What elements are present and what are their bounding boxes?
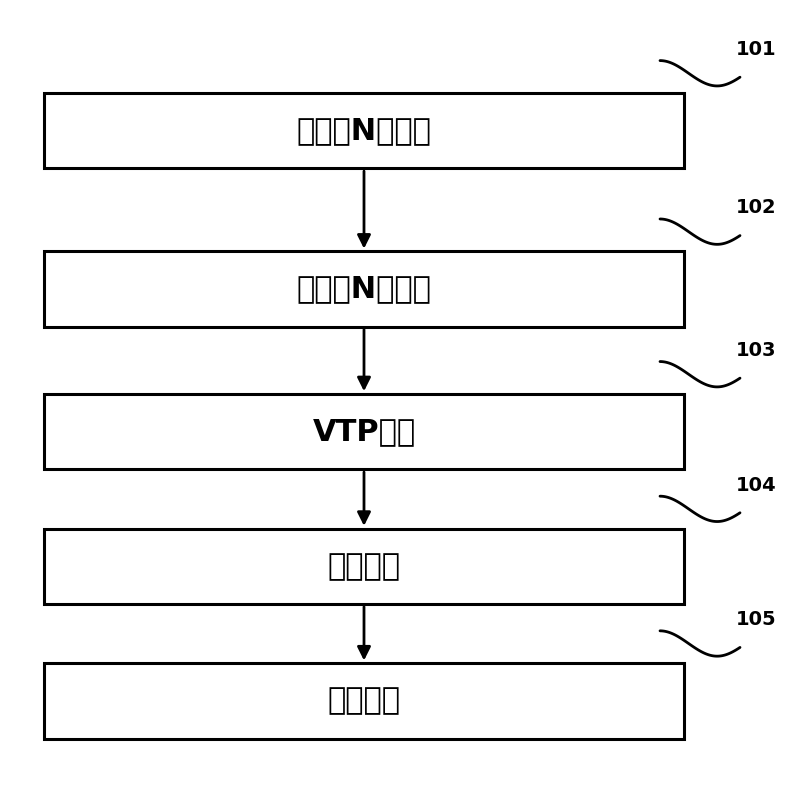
Text: 105: 105 [736, 611, 776, 629]
Text: 101: 101 [736, 40, 776, 59]
Text: 源漏注入: 源漏注入 [327, 687, 401, 715]
Bar [44, 394, 684, 469]
Bar [44, 529, 684, 604]
Text: 第一次N阱注入: 第一次N阱注入 [297, 116, 431, 145]
Text: 104: 104 [736, 476, 776, 494]
Bar [44, 252, 684, 326]
Text: 第二次N阱注入: 第二次N阱注入 [297, 275, 431, 303]
Text: 102: 102 [736, 199, 776, 217]
Bar [44, 664, 684, 738]
Text: 栅极制作: 栅极制作 [327, 552, 401, 581]
Text: VTP注入: VTP注入 [313, 417, 415, 446]
Text: 103: 103 [736, 341, 776, 360]
Bar [44, 93, 684, 169]
